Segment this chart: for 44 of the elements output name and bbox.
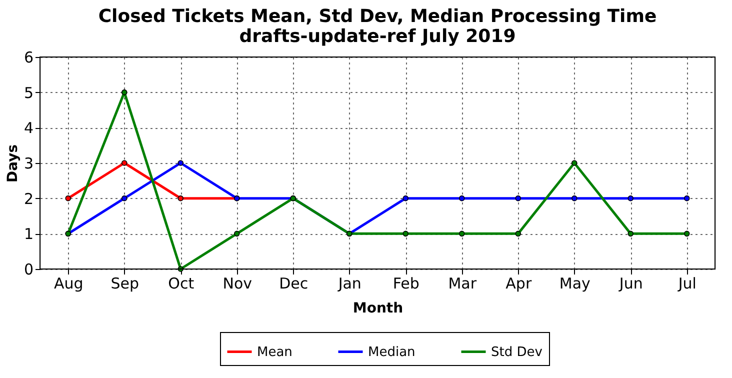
point (515, 195, 522, 202)
y-tick-label: 4 (24, 119, 34, 138)
legend-label: Median (368, 344, 416, 360)
x-tick-label: Nov (222, 274, 252, 292)
x-tick-label: Apr (506, 274, 532, 292)
point (628, 195, 634, 202)
point (121, 160, 128, 166)
x-tick-label: May (559, 274, 590, 292)
point (458, 230, 465, 237)
point (515, 230, 522, 237)
point (402, 230, 409, 237)
x-tick-label: Jan (337, 274, 362, 292)
point (121, 89, 128, 96)
chart-title: Closed Tickets Mean, Std Dev, Median Processing Time drafts-update-ref July 2019 (98, 6, 657, 47)
y-tick-label: 5 (24, 84, 34, 102)
point (121, 195, 128, 202)
x-tick-label: Oct (168, 274, 194, 292)
point (402, 195, 409, 202)
point (65, 195, 72, 202)
point (571, 160, 578, 166)
x-tick-label: Mar (448, 274, 478, 292)
point (458, 195, 465, 202)
legend-label: Std Dev (491, 344, 543, 360)
x-tick-label: Feb (392, 274, 420, 292)
point (684, 230, 690, 237)
y-tick-label: 2 (24, 190, 34, 208)
legend-label: Mean (257, 344, 292, 360)
point (178, 195, 184, 202)
y-axis-title: Days (4, 144, 21, 183)
x-axis-title: Month (352, 300, 404, 316)
y-tick-label: 6 (24, 48, 34, 66)
point (684, 195, 690, 202)
point (178, 160, 184, 166)
point (628, 230, 634, 237)
y-tick-label: 3 (24, 154, 34, 172)
x-tick-label: Dec (279, 274, 308, 292)
y-tick-label: 1 (24, 225, 34, 244)
point (571, 195, 578, 202)
y-tick-label: 0 (24, 260, 34, 278)
x-tick-label: Aug (54, 274, 84, 292)
x-tick-label: Sep (110, 274, 140, 292)
x-tick-label: Jul (677, 274, 696, 292)
point (234, 230, 240, 237)
x-tick-label: Jun (618, 274, 643, 292)
